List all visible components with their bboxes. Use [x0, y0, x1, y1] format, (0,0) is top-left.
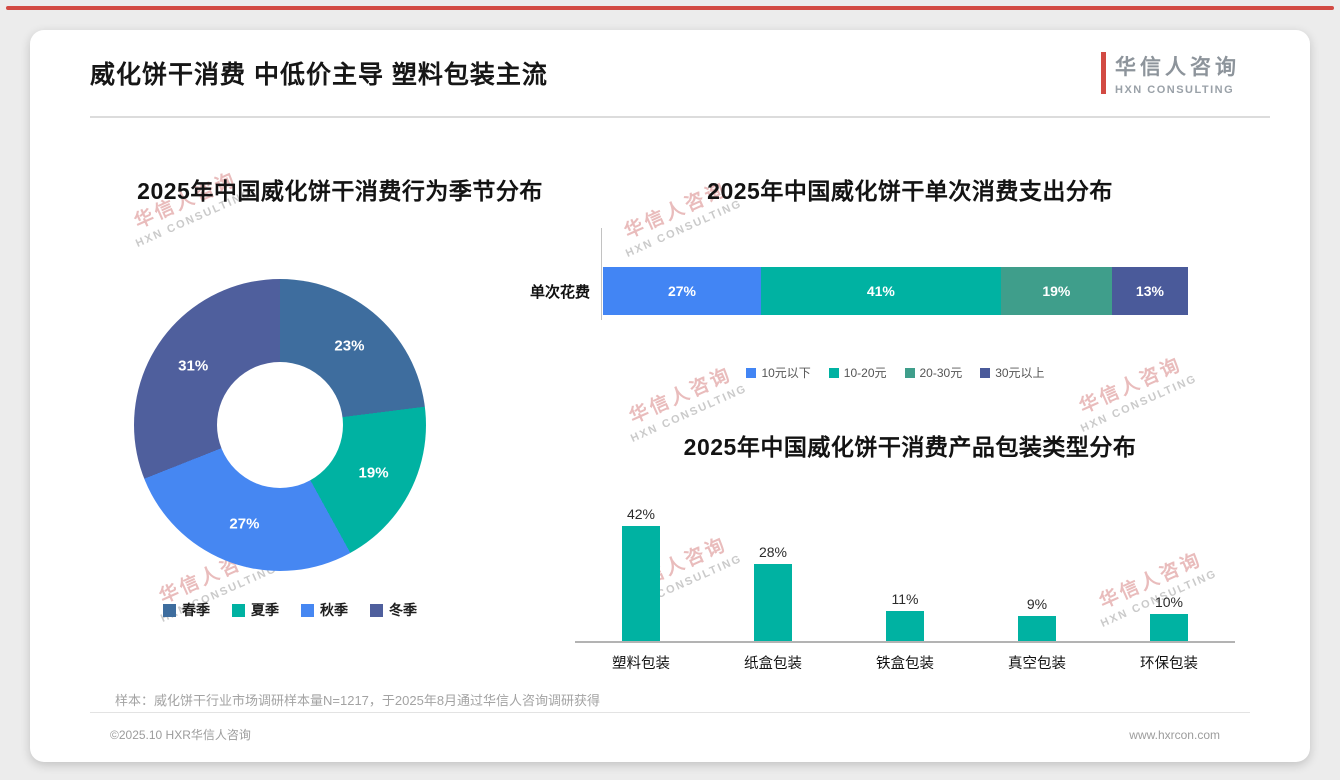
header: 威化饼干消费 中低价主导 塑料包装主流 华信人咨询 HXN CONSULTING [90, 30, 1270, 118]
legend-label: 春季 [182, 602, 210, 618]
bar-value-label: 10% [1154, 593, 1184, 610]
stacked-axis-line [601, 228, 602, 320]
segment-label: 27% [667, 283, 696, 299]
legend-label: 10元以下 [761, 366, 811, 380]
page-title: 威化饼干消费 中低价主导 塑料包装主流 [90, 61, 548, 89]
legend-item: 冬季 [370, 600, 417, 620]
legend-label: 冬季 [389, 602, 417, 618]
bar-value-label: 9% [1026, 596, 1048, 613]
report-card: 华信人咨询 HXN CONSULTING 华信人咨询 HXN CONSULTING 华信… [30, 30, 1310, 762]
donut-slice-label: 19% [358, 464, 389, 482]
bar-value-label: 28% [758, 544, 788, 561]
logo-en-text: HXN CONSULTING [1115, 83, 1235, 96]
legend-label: 20-30元 [919, 366, 963, 380]
bar-category-label: 真空包装 [1008, 656, 1066, 672]
legend-label: 秋季 [320, 602, 348, 618]
donut-slice-label: 31% [178, 357, 209, 375]
legend-swatch [828, 367, 839, 378]
legend-item: 夏季 [232, 600, 279, 620]
stacked-segment: 41% [760, 267, 1001, 315]
bar-group: 42% [575, 506, 707, 641]
bar [886, 610, 924, 641]
bar-category-label: 环保包装 [1140, 656, 1198, 672]
donut-hole [217, 362, 343, 488]
legend-swatch [980, 367, 991, 378]
legend-item: 30元以上 [980, 364, 1045, 381]
stacked-row-label: 单次花费 [529, 283, 590, 301]
segment-label: 13% [1135, 283, 1164, 299]
logo-cn-text: 华信人咨询 [1115, 55, 1240, 79]
footer-copyright: ©2025.10 HXR华信人咨询 [110, 728, 251, 742]
stacked-bar: 27% 41% 19% 13% [603, 267, 1188, 315]
bar-group: 11% [839, 591, 971, 641]
logo-accent-bar [1101, 52, 1106, 94]
legend-swatch [232, 603, 245, 617]
stacked-segment: 19% [1000, 267, 1112, 315]
bar-categories: 塑料包装 纸盒包装 铁盒包装 真空包装 环保包装 [575, 652, 1235, 673]
stacked-legend: 10元以下 10-20元 20-30元 30元以上 [603, 364, 1188, 381]
legend-label: 30元以上 [995, 366, 1045, 380]
footer-website: www.hxrcon.com [1129, 727, 1220, 742]
bar [754, 564, 792, 641]
legend-item: 春季 [163, 600, 210, 620]
bar-value-label: 42% [626, 505, 656, 522]
bar-category-label: 纸盒包装 [744, 656, 802, 672]
legend-swatch [163, 603, 176, 617]
bar-category-label: 塑料包装 [612, 656, 670, 672]
legend-item: 20-30元 [904, 364, 963, 381]
donut-chart-title: 2025年中国威化饼干消费行为季节分布 [137, 178, 543, 204]
stacked-segment: 13% [1111, 267, 1188, 315]
logo-text: 华信人咨询 HXN CONSULTING [1115, 51, 1240, 96]
bar-group: 28% [707, 544, 839, 641]
legend-swatch [370, 603, 383, 617]
bar-chart-title: 2025年中国威化饼干消费产品包装类型分布 [683, 434, 1137, 460]
bar [1150, 613, 1188, 641]
segment-label: 19% [1042, 283, 1071, 299]
bar-group: 10% [1103, 594, 1235, 641]
legend-item: 10元以下 [746, 364, 811, 381]
top-accent-strip [6, 6, 1334, 10]
legend-label: 10-20元 [843, 366, 887, 380]
bar-group: 9% [971, 596, 1103, 641]
stacked-chart-title: 2025年中国威化饼干单次消费支出分布 [707, 178, 1113, 204]
donut-slice-label: 27% [229, 515, 260, 533]
bar-category-label: 铁盒包装 [876, 656, 934, 672]
bar-value-label: 11% [891, 590, 919, 607]
legend-label: 夏季 [251, 602, 279, 618]
stacked-segment: 27% [603, 267, 761, 315]
brand-logo: 华信人咨询 HXN CONSULTING [1101, 51, 1240, 96]
bar [622, 525, 660, 641]
bar-plot: 42% 28% 11% 9% 10% [575, 488, 1235, 643]
legend-swatch [746, 367, 757, 378]
legend-swatch [904, 367, 915, 378]
legend-swatch [301, 603, 314, 617]
legend-item: 秋季 [301, 600, 348, 620]
content-layer: 威化饼干消费 中低价主导 塑料包装主流 华信人咨询 HXN CONSULTING… [30, 30, 1310, 762]
footer: ©2025.10 HXR华信人咨询 www.hxrcon.com [90, 712, 1250, 743]
segment-label: 41% [866, 283, 895, 299]
donut-slice-label: 23% [334, 337, 365, 355]
donut-legend: 春季 夏季 秋季 冬季 [100, 600, 480, 620]
bar [1018, 616, 1056, 641]
legend-item: 10-20元 [828, 364, 887, 381]
donut-chart: 23% 19% 27% 31% [134, 279, 426, 571]
sample-note: 样本：威化饼干行业市场调研样本量N=1217，于2025年8月通过华信人咨询调研… [115, 693, 601, 708]
